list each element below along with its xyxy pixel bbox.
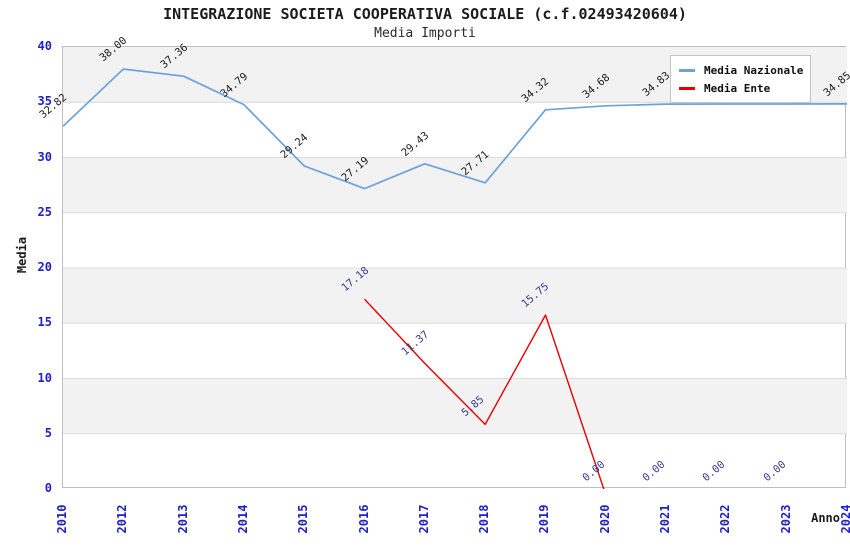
legend-item-media-nazionale: Media Nazionale — [679, 63, 804, 77]
x-tick-label: 2017 — [416, 504, 431, 534]
x-axis-title: Anno — [811, 511, 840, 525]
y-tick-label: 10 — [37, 370, 52, 385]
legend-label-ente: Media Ente — [704, 81, 771, 95]
line-swatch-ente-icon — [679, 86, 695, 90]
x-tick-label: 2012 — [115, 504, 130, 534]
series-line-nazionale — [63, 68, 847, 190]
x-tick-label: 2014 — [235, 504, 250, 534]
background-band — [63, 157, 847, 213]
x-tick-label: 2022 — [718, 504, 733, 534]
x-tick-label: 2018 — [477, 504, 492, 534]
legend: Media Nazionale Media Ente — [670, 55, 811, 103]
x-tick-label: 2010 — [55, 504, 69, 534]
background-band — [63, 268, 847, 324]
y-tick-label: 15 — [37, 315, 52, 330]
y-axis-title: Media — [15, 236, 29, 274]
y-tick-label: 25 — [37, 204, 52, 219]
series-line-ente — [363, 298, 605, 489]
legend-label-nazionale: Media Nazionale — [704, 63, 804, 77]
x-tick-label: 2013 — [175, 504, 190, 534]
chart-subtitle: Media Importi — [374, 26, 476, 41]
x-tick-label: 2020 — [597, 504, 612, 534]
line-swatch-nazionale-icon — [679, 68, 695, 72]
background-band — [63, 378, 847, 434]
x-tick-label: 2023 — [778, 504, 793, 534]
plot-area — [62, 46, 847, 489]
x-tick-label: 2016 — [356, 504, 371, 534]
y-tick-label: 5 — [44, 425, 52, 440]
x-tick-label: 2024 — [839, 504, 850, 534]
y-tick-label: 35 — [37, 94, 52, 109]
y-tick-label: 30 — [37, 149, 52, 164]
y-tick-label: 0 — [44, 481, 52, 495]
y-tick-label: 40 — [37, 39, 52, 53]
chart-title: INTEGRAZIONE SOCIETA COOPERATIVA SOCIALE… — [163, 5, 687, 23]
y-tick-label: 20 — [37, 260, 52, 274]
plot-canvas — [63, 47, 847, 489]
x-tick-label: 2021 — [658, 504, 673, 534]
x-tick-label: 2015 — [296, 504, 311, 534]
x-tick-label: 2019 — [537, 504, 552, 534]
legend-item-media-ente: Media Ente — [679, 82, 802, 95]
